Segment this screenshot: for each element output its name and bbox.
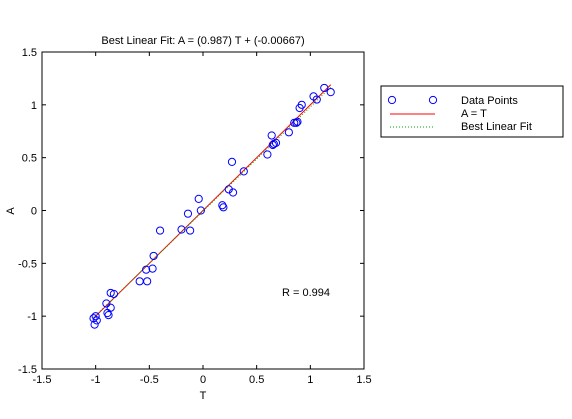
r-value-annotation: R = 0.994 — [282, 287, 330, 299]
data-point — [149, 251, 158, 261]
data-point — [326, 88, 335, 97]
y-tick-label: -0.5 — [18, 258, 37, 270]
x-axis-label: T — [200, 390, 207, 402]
data-point — [219, 203, 228, 212]
legend-label-data-points: Data Points — [461, 95, 518, 107]
legend-label-a-equals-t: A = T — [461, 108, 487, 120]
data-point — [271, 138, 281, 147]
data-point — [106, 288, 115, 298]
plot-area: -1.5 -1 -0.5 0 0.5 1 1.5 -1.5 -1 -0.5 0 0.5 1 1.5 R =… — [18, 47, 372, 386]
data-point — [239, 167, 248, 176]
legend-marker-circle — [428, 95, 438, 105]
legend-label-best-fit: Best Linear Fit — [461, 121, 532, 133]
data-point — [102, 299, 111, 308]
data-point — [290, 118, 299, 127]
legend-box — [380, 85, 564, 138]
x-tick-label: 1 — [307, 374, 313, 386]
data-point — [177, 225, 186, 234]
data-point — [186, 226, 195, 235]
legend-entry-a-equals-t: A = T — [390, 108, 487, 120]
chart-title: Best Linear Fit: A = (0.987) T + (-0.006… — [101, 35, 304, 47]
legend-entry-data-points: Data Points — [387, 95, 518, 107]
y-tick-label: -1 — [27, 311, 37, 323]
data-point — [297, 100, 306, 109]
data-point — [196, 206, 205, 215]
data-point — [227, 157, 237, 166]
data-point — [104, 311, 113, 320]
data-point — [148, 264, 157, 273]
y-tick-label: -1.5 — [18, 364, 37, 376]
legend-marker-circle — [387, 95, 397, 105]
data-point — [155, 226, 165, 235]
data-point — [92, 316, 101, 325]
best-fit-line — [93, 86, 332, 318]
data-point — [312, 95, 321, 104]
data-point — [106, 303, 115, 312]
x-tick-label: -1 — [91, 374, 101, 386]
x-tick-label: -1.5 — [33, 374, 52, 386]
x-tick-label: 1.5 — [356, 374, 371, 386]
data-point — [293, 117, 302, 126]
legend: Data Points A = T Best Linear Fit — [380, 85, 564, 138]
data-point — [284, 128, 293, 137]
data-point — [142, 265, 151, 274]
x-tick-label: 0.5 — [249, 374, 264, 386]
axis-tick-labels: -1.5 -1 -0.5 0 0.5 1 1.5 -1.5 -1 -0.5 0 0.5 1 1.5 — [18, 47, 372, 386]
y-axis-label: A — [5, 207, 17, 215]
data-point — [194, 194, 203, 203]
y-tick-label: 1 — [31, 100, 37, 112]
data-point — [292, 118, 301, 127]
data-point — [320, 83, 329, 93]
data-point — [143, 277, 152, 286]
data-point — [267, 131, 276, 140]
y-tick-label: 0.5 — [22, 153, 37, 165]
axis-ticks — [41, 51, 365, 370]
data-point — [263, 150, 272, 159]
data-point — [90, 320, 99, 329]
legend-entry-best-fit: Best Linear Fit — [390, 121, 532, 133]
data-point — [109, 289, 119, 299]
data-point — [228, 188, 238, 197]
x-tick-label: -0.5 — [140, 374, 159, 386]
x-tick-label: 0 — [200, 374, 206, 386]
data-point — [91, 312, 100, 321]
data-point — [183, 209, 193, 218]
y-tick-label: 0 — [31, 206, 37, 218]
y-tick-label: 1.5 — [22, 47, 37, 59]
data-points — [89, 83, 335, 329]
